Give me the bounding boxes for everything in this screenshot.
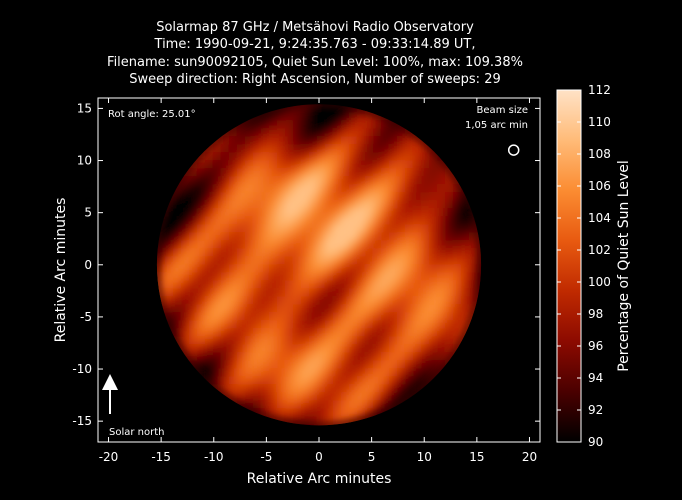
beam-size-text: Beam size <box>477 105 528 116</box>
x-tick-label: -10 <box>204 450 224 464</box>
x-tick-label: 0 <box>315 450 323 464</box>
title-line-4: Sweep direction: Right Ascension, Number… <box>129 71 501 87</box>
y-tick-label: 10 <box>77 154 92 168</box>
chart-title: Solarmap 87 GHz / Metsähovi Radio Observ… <box>0 19 630 88</box>
colorbar: 90 92 94 96 98 100 102 104 106 108 110 112 Percenta… <box>556 83 632 449</box>
x-tick-label: -15 <box>151 450 171 464</box>
title-line-2: Time: 1990-09-21, 9:24:35.763 - 09:33:14… <box>154 37 476 53</box>
title-line-1: Solarmap 87 GHz / Metsähovi Radio Observ… <box>156 20 474 35</box>
colorbar-tick-label: 110 <box>588 115 611 129</box>
solar-north-arrow-icon <box>102 374 118 414</box>
x-tick-label: 10 <box>417 450 432 464</box>
y-tick-label: 15 <box>77 101 92 115</box>
colorbar-fill <box>556 89 582 443</box>
colorbar-tick-label: 100 <box>588 275 611 289</box>
rot-angle-text: Rot angle: 25.01° <box>108 109 196 120</box>
colorbar-tick-label: 108 <box>588 147 611 161</box>
x-tick-label: 5 <box>368 450 376 464</box>
colorbar-tick-label: 112 <box>588 83 611 97</box>
x-tick-label: 15 <box>469 450 484 464</box>
colorbar-tick-label: 104 <box>588 211 611 225</box>
beam-size-circle <box>507 144 520 156</box>
colorbar-tick-label: 98 <box>588 307 603 321</box>
colorbar-ticks: 90 92 94 96 98 100 102 104 106 108 110 112 <box>557 83 611 449</box>
y-tick-label: 5 <box>84 206 92 220</box>
x-axis-label: Relative Arc minutes <box>247 471 392 487</box>
colorbar-tick-label: 90 <box>588 435 603 449</box>
x-tick-label: -5 <box>260 450 272 464</box>
x-axis-ticks: -20 -15 -10 -5 0 5 10 15 20 <box>99 98 537 464</box>
title-line-3: Filename: sun90092105, Quiet Sun Level: … <box>107 54 523 70</box>
y-tick-label: -5 <box>80 310 92 324</box>
y-tick-label: -15 <box>72 414 92 428</box>
colorbar-tick-label: 92 <box>588 403 603 417</box>
solar-north-text: Solar north <box>109 427 165 438</box>
x-tick-label: 20 <box>522 450 537 464</box>
y-tick-label: -10 <box>72 362 92 376</box>
x-tick-label: -20 <box>99 450 119 464</box>
colorbar-tick-label: 94 <box>588 371 603 385</box>
colorbar-tick-label: 96 <box>588 339 603 353</box>
heatmap-area <box>98 98 540 442</box>
colorbar-label: Percentage of Quiet Sun Level <box>616 160 632 372</box>
y-tick-label: 0 <box>84 258 92 272</box>
y-axis-ticks: -15 -10 -5 0 5 10 15 <box>72 101 540 428</box>
beam-size-value: 1,05 arc min <box>465 120 528 131</box>
colorbar-tick-label: 106 <box>588 179 611 193</box>
y-axis-label: Relative Arc minutes <box>53 198 69 343</box>
colorbar-tick-label: 102 <box>588 243 611 257</box>
